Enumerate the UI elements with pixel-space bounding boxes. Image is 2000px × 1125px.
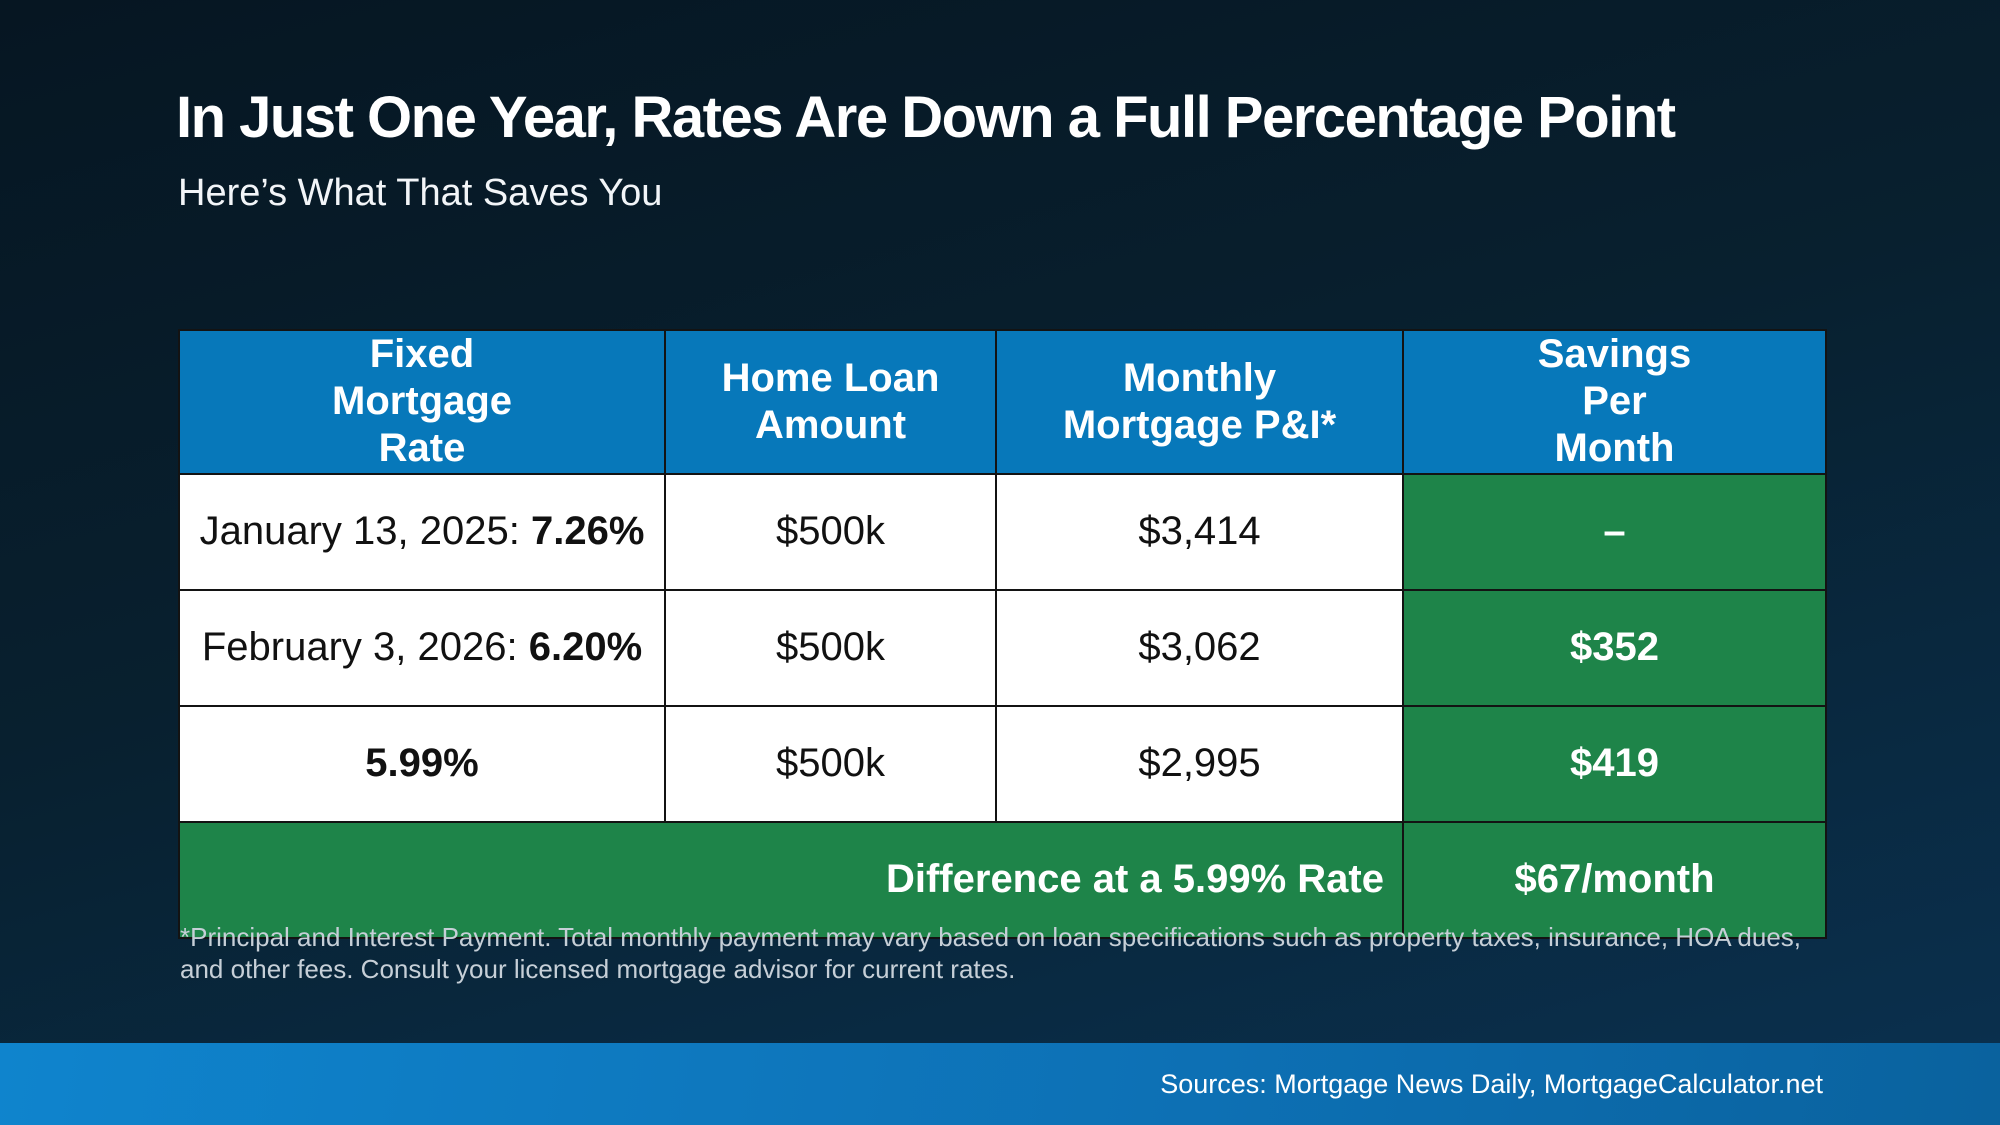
savings-cell: $419 xyxy=(1402,704,1827,823)
rate-date: January 13, 2025: xyxy=(199,509,531,554)
header-monthly-mortgage-pi: Monthly Mortgage P&I* xyxy=(995,329,1404,475)
table-row: January 13, 2025: 7.26% $500k $3,414 – xyxy=(178,472,1827,591)
rate-date: February 3, 2026: xyxy=(201,625,529,670)
header-line: Mortgage xyxy=(332,379,512,424)
monthly-pi-cell: $2,995 xyxy=(995,704,1404,823)
rate-value: 7.26% xyxy=(530,509,645,554)
difference-row: Difference at a 5.99% Rate $67/month xyxy=(178,820,1827,939)
rate-value: 5.99% xyxy=(365,741,479,786)
footer-bar: Sources: Mortgage News Daily, MortgageCa… xyxy=(0,1043,2000,1125)
monthly-pi-cell: $3,414 xyxy=(995,472,1404,591)
header-line: Savings xyxy=(1537,332,1692,376)
header-fixed-mortgage-rate: Fixed Mortgage Rate xyxy=(178,329,666,475)
table-row: February 3, 2026: 6.20% $500k $3,062 $35… xyxy=(178,588,1827,707)
rate-cell: February 3, 2026: 6.20% xyxy=(178,588,666,707)
rate-cell: 5.99% xyxy=(178,704,666,823)
header-line: Home Loan xyxy=(721,355,940,400)
table-header-row: Fixed Mortgage Rate Home Loan Amount Mon… xyxy=(178,329,1827,475)
difference-value-cell: $67/month xyxy=(1402,820,1827,939)
header-line: Fixed xyxy=(369,332,475,376)
header-line: Monthly xyxy=(1122,355,1277,400)
page-title: In Just One Year, Rates Are Down a Full … xyxy=(176,85,1676,150)
header-line: Rate xyxy=(378,426,466,471)
monthly-pi-cell: $3,062 xyxy=(995,588,1404,707)
table-row: 5.99% $500k $2,995 $419 xyxy=(178,704,1827,823)
footnote-line-1: *Principal and Interest Payment. Total m… xyxy=(180,922,1802,952)
header-line: Amount xyxy=(754,402,907,447)
page-subtitle: Here’s What That Saves You xyxy=(178,172,663,214)
header-line: Month xyxy=(1554,426,1675,471)
footnote-line-2: and other fees. Consult your licensed mo… xyxy=(180,953,1016,984)
loan-amount-cell: $500k xyxy=(664,704,997,823)
header-line: Mortgage P&I* xyxy=(1062,402,1337,447)
rates-table: Fixed Mortgage Rate Home Loan Amount Mon… xyxy=(178,329,1827,939)
savings-cell: – xyxy=(1402,472,1827,591)
savings-cell: $352 xyxy=(1402,588,1827,707)
loan-amount-cell: $500k xyxy=(664,588,997,707)
loan-amount-cell: $500k xyxy=(664,472,997,591)
footnote: *Principal and Interest Payment. Total m… xyxy=(180,922,1840,986)
sources-text: Sources: Mortgage News Daily, MortgageCa… xyxy=(1160,1068,1823,1099)
header-home-loan-amount: Home Loan Amount xyxy=(664,329,997,475)
rate-cell: January 13, 2025: 7.26% xyxy=(178,472,666,591)
rate-value: 6.20% xyxy=(528,625,643,670)
header-line: Per xyxy=(1582,379,1647,424)
header-savings-per-month: Savings Per Month xyxy=(1402,329,1827,475)
difference-label-cell: Difference at a 5.99% Rate xyxy=(178,820,1404,939)
